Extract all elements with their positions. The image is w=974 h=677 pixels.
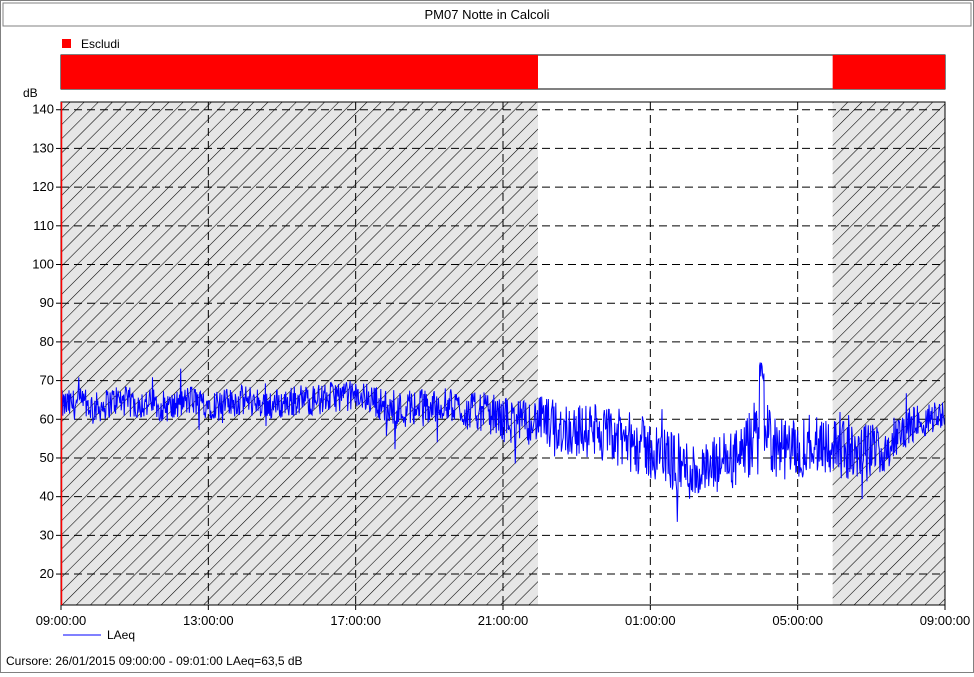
exclusion-band-segment-1: [832, 55, 945, 89]
exclusion-band: [60, 54, 946, 90]
y-tick-label-20: 20: [40, 566, 54, 581]
series-line-laeq: [61, 362, 945, 522]
y-tick-label-40: 40: [40, 489, 54, 504]
y-axis: 20 30 40 50 60 70 80 90 100 110 120 130 140: [32, 102, 61, 581]
grid: [61, 102, 945, 605]
x-tick-label-3: 21:00:00: [478, 613, 529, 628]
y-tick-label-50: 50: [40, 450, 54, 465]
y-tick-label-120: 120: [32, 179, 54, 194]
exclusion-band-segment-0: [61, 55, 538, 89]
x-tick-label-0: 09:00:00: [36, 613, 87, 628]
exclusion-legend-label: Escludi: [81, 37, 120, 51]
y-tick-label-110: 110: [33, 218, 54, 233]
x-axis: 09:00:00 13:00:00 17:00:00 21:00:00 01:00:00…: [36, 605, 971, 628]
x-tick-label-6: 09:00:00: [920, 613, 971, 628]
y-tick-label-70: 70: [40, 373, 54, 388]
y-tick-label-80: 80: [40, 334, 54, 349]
cursor-readout: Cursore: 26/01/2015 09:00:00 - 09:01:00 …: [6, 654, 303, 668]
title-box: [2, 2, 972, 27]
series-layer: [61, 362, 945, 522]
y-tick-label-60: 60: [40, 411, 54, 426]
x-tick-label-5: 05:00:00: [772, 613, 823, 628]
y-tick-label-130: 130: [32, 140, 54, 155]
exclusion-legend-swatch: [62, 39, 71, 48]
x-tick-label-1: 13:00:00: [183, 613, 234, 628]
y-tick-label-140: 140: [32, 102, 54, 117]
series-legend-label: LAeq: [107, 628, 135, 642]
chart-title: PM07 Notte in Calcoli: [425, 7, 550, 22]
excluded-periods: [61, 102, 945, 605]
x-tick-label-4: 01:00:00: [625, 613, 676, 628]
x-tick-label-2: 17:00:00: [330, 613, 381, 628]
y-tick-label-90: 90: [40, 295, 54, 310]
y-tick-label-30: 30: [40, 527, 54, 542]
excluded-period-0: [61, 102, 538, 605]
y-tick-label-100: 100: [32, 257, 54, 272]
y-axis-label: dB: [23, 86, 38, 100]
excluded-period-1: [832, 102, 945, 605]
